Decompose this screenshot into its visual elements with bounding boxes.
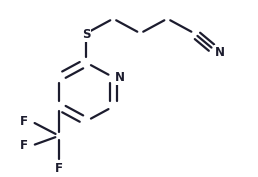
- Text: F: F: [55, 162, 63, 175]
- Text: F: F: [20, 115, 28, 128]
- Text: S: S: [82, 28, 91, 41]
- Text: N: N: [115, 71, 125, 84]
- Text: N: N: [215, 45, 224, 59]
- Text: F: F: [20, 139, 28, 152]
